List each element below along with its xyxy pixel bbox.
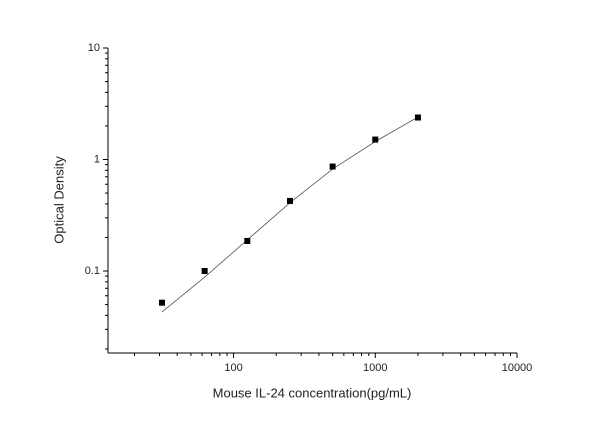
data-point <box>158 299 165 306</box>
x-tick-label: 10000 <box>502 362 533 374</box>
data-point <box>414 114 421 121</box>
x-axis-title: Mouse IL-24 concentration(pg/mL) <box>213 385 412 400</box>
y-axis-title: Optical Density <box>51 156 66 244</box>
x-tick-label: 100 <box>224 362 242 374</box>
data-point <box>372 136 379 143</box>
y-tick-label: 10 <box>88 42 100 54</box>
data-point <box>286 197 293 204</box>
y-tick-label: 1 <box>94 153 100 165</box>
data-point <box>201 268 208 275</box>
data-point <box>329 163 336 170</box>
y-tick-label: 0.1 <box>85 265 100 277</box>
x-tick-label: 1000 <box>363 362 387 374</box>
fit-curve <box>161 116 419 313</box>
data-point <box>244 237 251 244</box>
